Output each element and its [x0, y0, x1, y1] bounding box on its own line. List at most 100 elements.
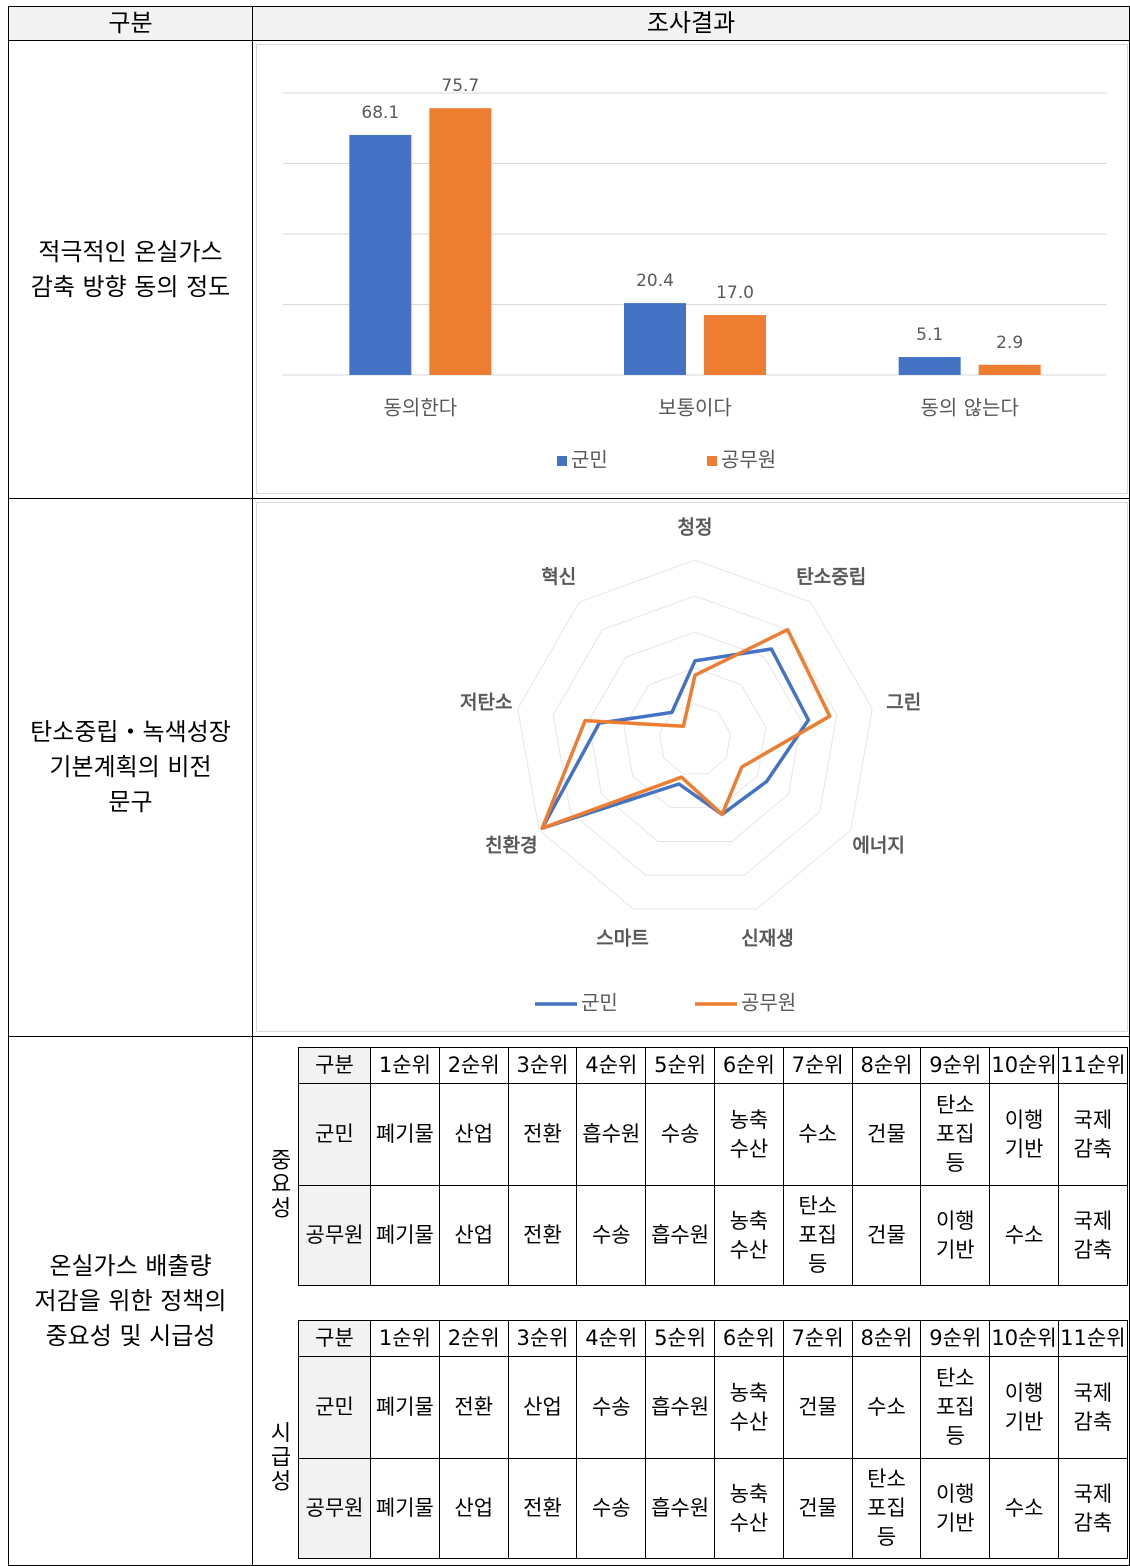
table-cell: 국제 감축	[1057, 1083, 1128, 1186]
table-cell: 이행 기반	[920, 1185, 991, 1286]
table-cell: 폐기물	[370, 1458, 440, 1559]
axis-label: 에너지	[852, 835, 904, 857]
table-cell: 농축 수산	[713, 1458, 784, 1559]
table-cell: 흡수원	[645, 1185, 715, 1286]
x-tick-label: 동의한다	[384, 396, 458, 420]
rank-table: 구분 1순위 2순위 3순위 4순위 5순위 6순위 7순위 8순위 9순위 10순위 11순위 군민 폐…	[298, 1047, 1128, 1286]
table-cell: 공무원	[298, 1458, 371, 1559]
chart-frame	[256, 502, 1128, 1032]
value-label: 17.0	[716, 283, 754, 303]
column-header: 7순위	[782, 1320, 853, 1357]
section-label: 탄소중립・녹색성장 기본계획의 비전 문구	[8, 498, 253, 1037]
bar	[624, 303, 686, 375]
axis-label: 그린	[886, 692, 921, 714]
column-header: 3순위	[507, 1047, 578, 1084]
table-cell: 국제 감축	[1057, 1356, 1128, 1459]
column-header: 1순위	[370, 1047, 440, 1084]
table-side-label: 시급성	[266, 1421, 291, 1493]
column-header: 11순위	[1057, 1047, 1128, 1084]
header-cell: 구분	[8, 6, 253, 41]
table-row: 공무원 폐기물 산업 전환 수송 흡수원 농축 수산 탄소 포집 등 건물 이행 기반 수소 국제 감…	[298, 1185, 1128, 1286]
column-header: 10순위	[989, 1047, 1059, 1084]
table-cell: 폐기물	[370, 1185, 440, 1286]
column-header: 4순위	[576, 1047, 647, 1084]
column-header: 4순위	[576, 1320, 647, 1357]
header-cell: 조사결과	[252, 6, 1130, 41]
table-cell: 국제 감축	[1057, 1185, 1128, 1286]
column-header: 8순위	[851, 1320, 922, 1357]
table-cell: 공무원	[298, 1185, 371, 1286]
legend-label: 군민	[581, 991, 618, 1015]
column-header: 7순위	[782, 1047, 853, 1084]
table-cell: 군민	[298, 1356, 371, 1459]
radar-line	[540, 647, 811, 830]
legend-label: 군민	[571, 448, 608, 472]
column-header: 6순위	[713, 1320, 784, 1357]
section-label: 온실가스 배출량 저감을 위한 정책의 중요성 및 시급성	[8, 1036, 253, 1566]
table-cell: 탄소 포집 등	[920, 1083, 991, 1186]
table-row: 군민 폐기물 전환 산업 수송 흡수원 농축 수산 건물 수소 탄소 포집 등 이행 기반 국제 감축	[298, 1356, 1128, 1459]
bar-chart: 동의한다 68.1 75.7 보통이다 20.4 17.0 동의 않는다 5.1 2.9 군민 공무…	[283, 76, 1107, 472]
grid-ring	[659, 703, 731, 775]
column-header: 2순위	[438, 1047, 509, 1084]
table-cell: 수송	[645, 1083, 715, 1186]
table-cell: 이행 기반	[989, 1083, 1059, 1186]
table-cell: 군민	[298, 1083, 371, 1186]
table-cell: 수소	[989, 1185, 1059, 1286]
table-cell: 탄소 포집 등	[851, 1458, 922, 1559]
chart-frame	[256, 44, 1128, 494]
table-cell: 국제 감축	[1057, 1458, 1128, 1559]
x-tick-label: 보통이다	[658, 396, 732, 420]
column-header: 10순위	[989, 1320, 1059, 1357]
bar	[349, 134, 412, 375]
table-row: 구분 1순위 2순위 3순위 4순위 5순위 6순위 7순위 8순위 9순위 10순위 11순위	[298, 1320, 1128, 1357]
grid-ring	[623, 667, 767, 809]
table-row: 군민 폐기물 산업 전환 흡수원 수송 농축 수산 수소 건물 탄소 포집 등 이행 기반 국제 감축	[298, 1083, 1128, 1186]
column-header: 9순위	[920, 1320, 991, 1357]
table-cell: 폐기물	[370, 1356, 440, 1459]
axis-label: 탄소중립	[796, 566, 866, 588]
radar-line	[540, 627, 832, 830]
table-cell: 이행 기반	[920, 1458, 991, 1559]
table-row: 공무원 폐기물 산업 전환 수송 흡수원 농축 수산 건물 탄소 포집 등 이행 기반 수소 국제 감…	[298, 1458, 1128, 1559]
table-cell: 산업	[438, 1185, 509, 1286]
axis-label: 청정	[678, 517, 713, 539]
table-cell: 흡수원	[645, 1458, 715, 1559]
table-cell: 전환	[507, 1185, 578, 1286]
table-cell: 수송	[576, 1458, 647, 1559]
table-cell: 농축 수산	[713, 1185, 784, 1286]
table-cell: 흡수원	[576, 1083, 647, 1186]
column-header: 6순위	[713, 1047, 784, 1084]
legend-label: 공무원	[741, 991, 796, 1015]
table-cell: 폐기물	[370, 1083, 440, 1186]
table-cell: 전환	[507, 1083, 578, 1186]
axis-label: 스마트	[596, 928, 648, 950]
table-cell: 탄소 포집 등	[782, 1185, 853, 1286]
section-label: 적극적인 온실가스 감축 방향 동의 정도	[8, 40, 253, 499]
table-cell: 농축 수산	[713, 1083, 784, 1186]
column-header: 3순위	[507, 1320, 578, 1357]
table-cell: 수소	[851, 1356, 922, 1459]
table-cell: 전환	[438, 1356, 509, 1459]
column-header: 11순위	[1057, 1320, 1128, 1357]
value-label: 75.7	[441, 76, 479, 96]
column-header: 1순위	[370, 1320, 440, 1357]
table-cell: 건물	[782, 1458, 853, 1559]
column-header: 9순위	[920, 1047, 991, 1084]
table-cell: 전환	[507, 1458, 578, 1559]
table-cell: 수소	[989, 1458, 1059, 1559]
axis-label: 저탄소	[460, 692, 512, 714]
grid-ring	[517, 559, 873, 910]
table-cell: 건물	[851, 1185, 922, 1286]
table-cell: 농축 수산	[713, 1356, 784, 1459]
value-label: 20.4	[636, 271, 674, 291]
table-cell: 건물	[782, 1356, 853, 1459]
value-label: 68.1	[361, 103, 399, 123]
bar	[429, 108, 492, 375]
column-header: 5순위	[645, 1047, 715, 1084]
column-header: 5순위	[645, 1320, 715, 1357]
axis-label: 신재생	[741, 928, 793, 950]
table-cell: 산업	[507, 1356, 578, 1459]
